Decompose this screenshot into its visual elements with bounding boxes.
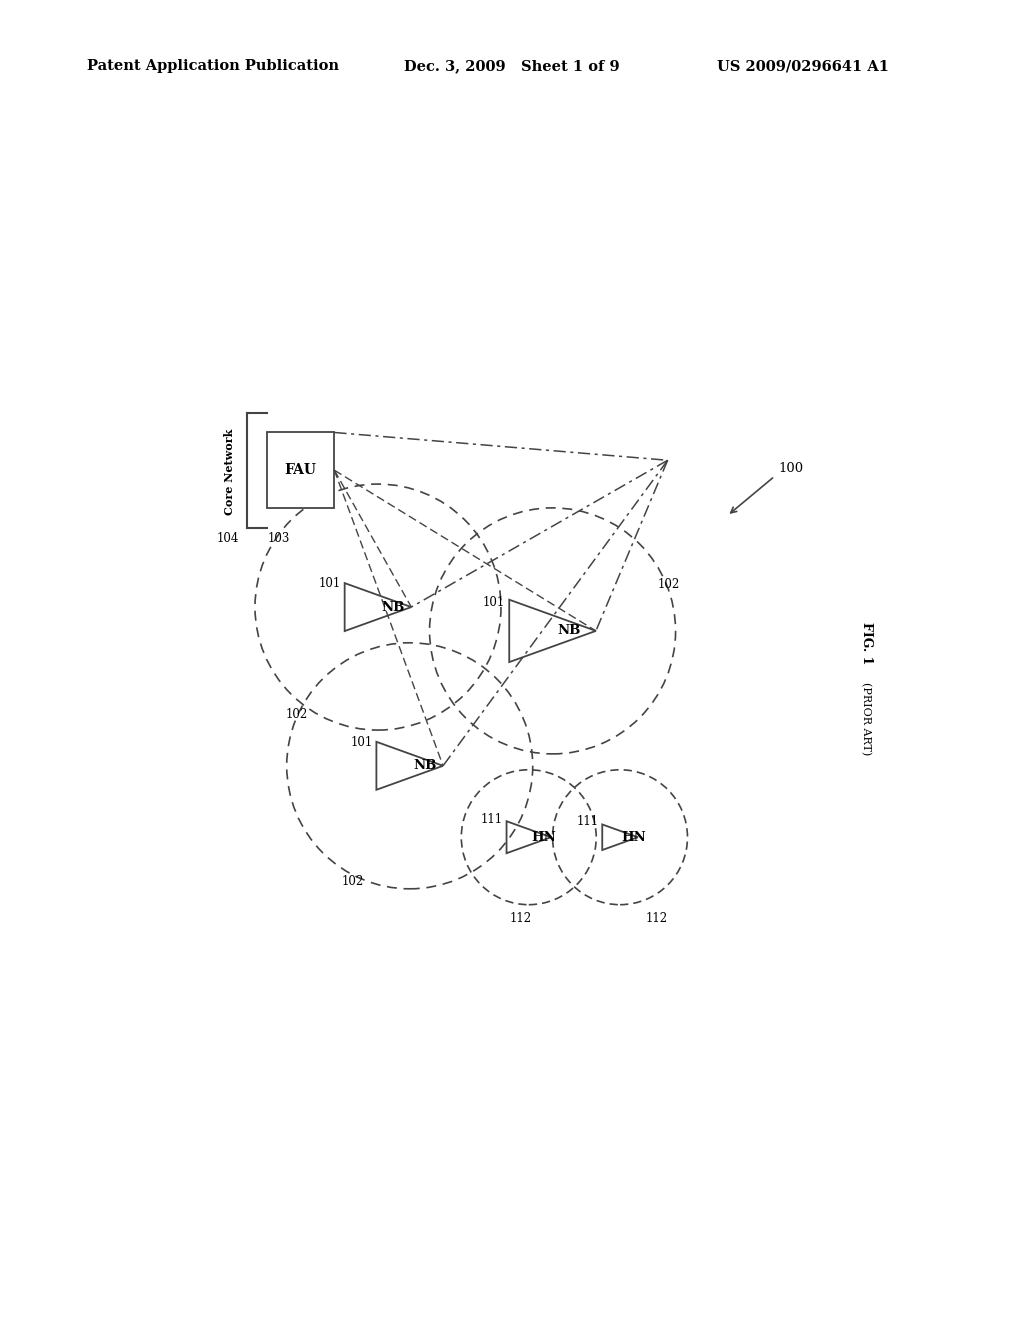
Text: 111: 111 [480, 813, 503, 826]
Text: NB: NB [381, 601, 404, 614]
Text: 112: 112 [510, 912, 531, 925]
Text: FAU: FAU [285, 463, 316, 478]
Text: US 2009/0296641 A1: US 2009/0296641 A1 [717, 59, 889, 74]
Text: 102: 102 [286, 708, 308, 721]
Text: 101: 101 [318, 577, 341, 590]
Text: FIG. 1: FIG. 1 [859, 622, 872, 664]
Text: 112: 112 [646, 912, 669, 925]
Text: 111: 111 [577, 816, 598, 829]
Text: HN: HN [622, 830, 646, 843]
Text: NB: NB [557, 624, 581, 638]
Text: NB: NB [413, 759, 436, 772]
Text: 102: 102 [342, 875, 365, 888]
Text: 104: 104 [217, 532, 239, 545]
Text: 103: 103 [267, 532, 290, 545]
Text: (PRIOR ART): (PRIOR ART) [861, 681, 871, 755]
Text: 101: 101 [483, 597, 505, 610]
Text: 100: 100 [779, 462, 804, 475]
Text: HN: HN [531, 830, 556, 843]
Text: Dec. 3, 2009   Sheet 1 of 9: Dec. 3, 2009 Sheet 1 of 9 [404, 59, 621, 74]
Bar [267, 433, 334, 508]
Text: Patent Application Publication: Patent Application Publication [87, 59, 339, 74]
Text: 101: 101 [350, 737, 373, 750]
Text: 102: 102 [657, 578, 679, 591]
Text: Core Network: Core Network [224, 429, 236, 515]
